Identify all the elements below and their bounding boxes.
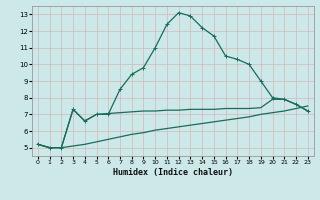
X-axis label: Humidex (Indice chaleur): Humidex (Indice chaleur) [113, 168, 233, 177]
